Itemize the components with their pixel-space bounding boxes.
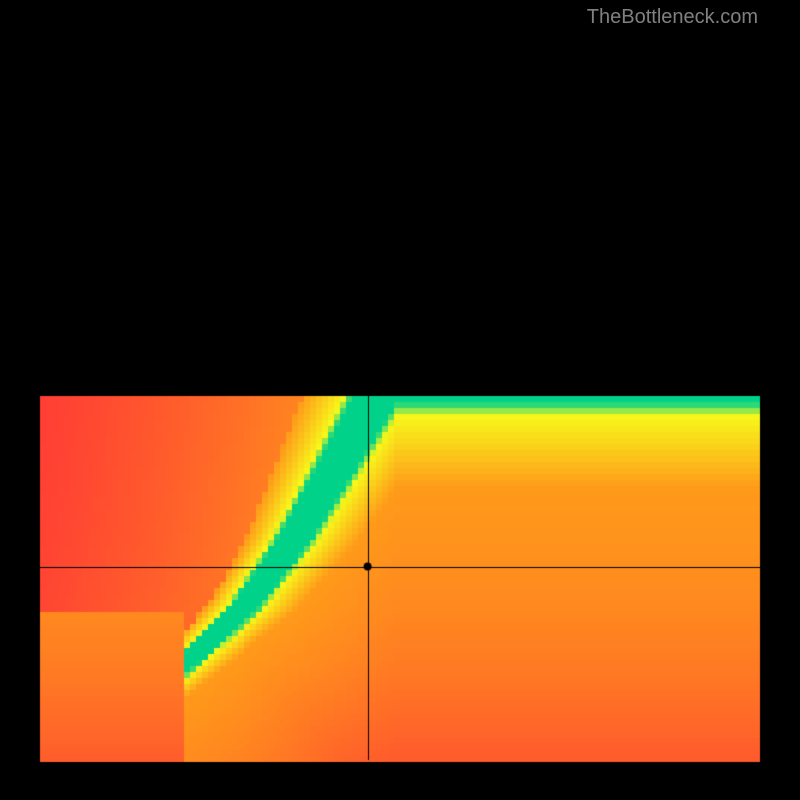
bottleneck-heatmap-canvas bbox=[0, 0, 800, 800]
watermark-text: TheBottleneck.com bbox=[587, 6, 758, 29]
chart-container: TheBottleneck.com bbox=[0, 0, 800, 800]
